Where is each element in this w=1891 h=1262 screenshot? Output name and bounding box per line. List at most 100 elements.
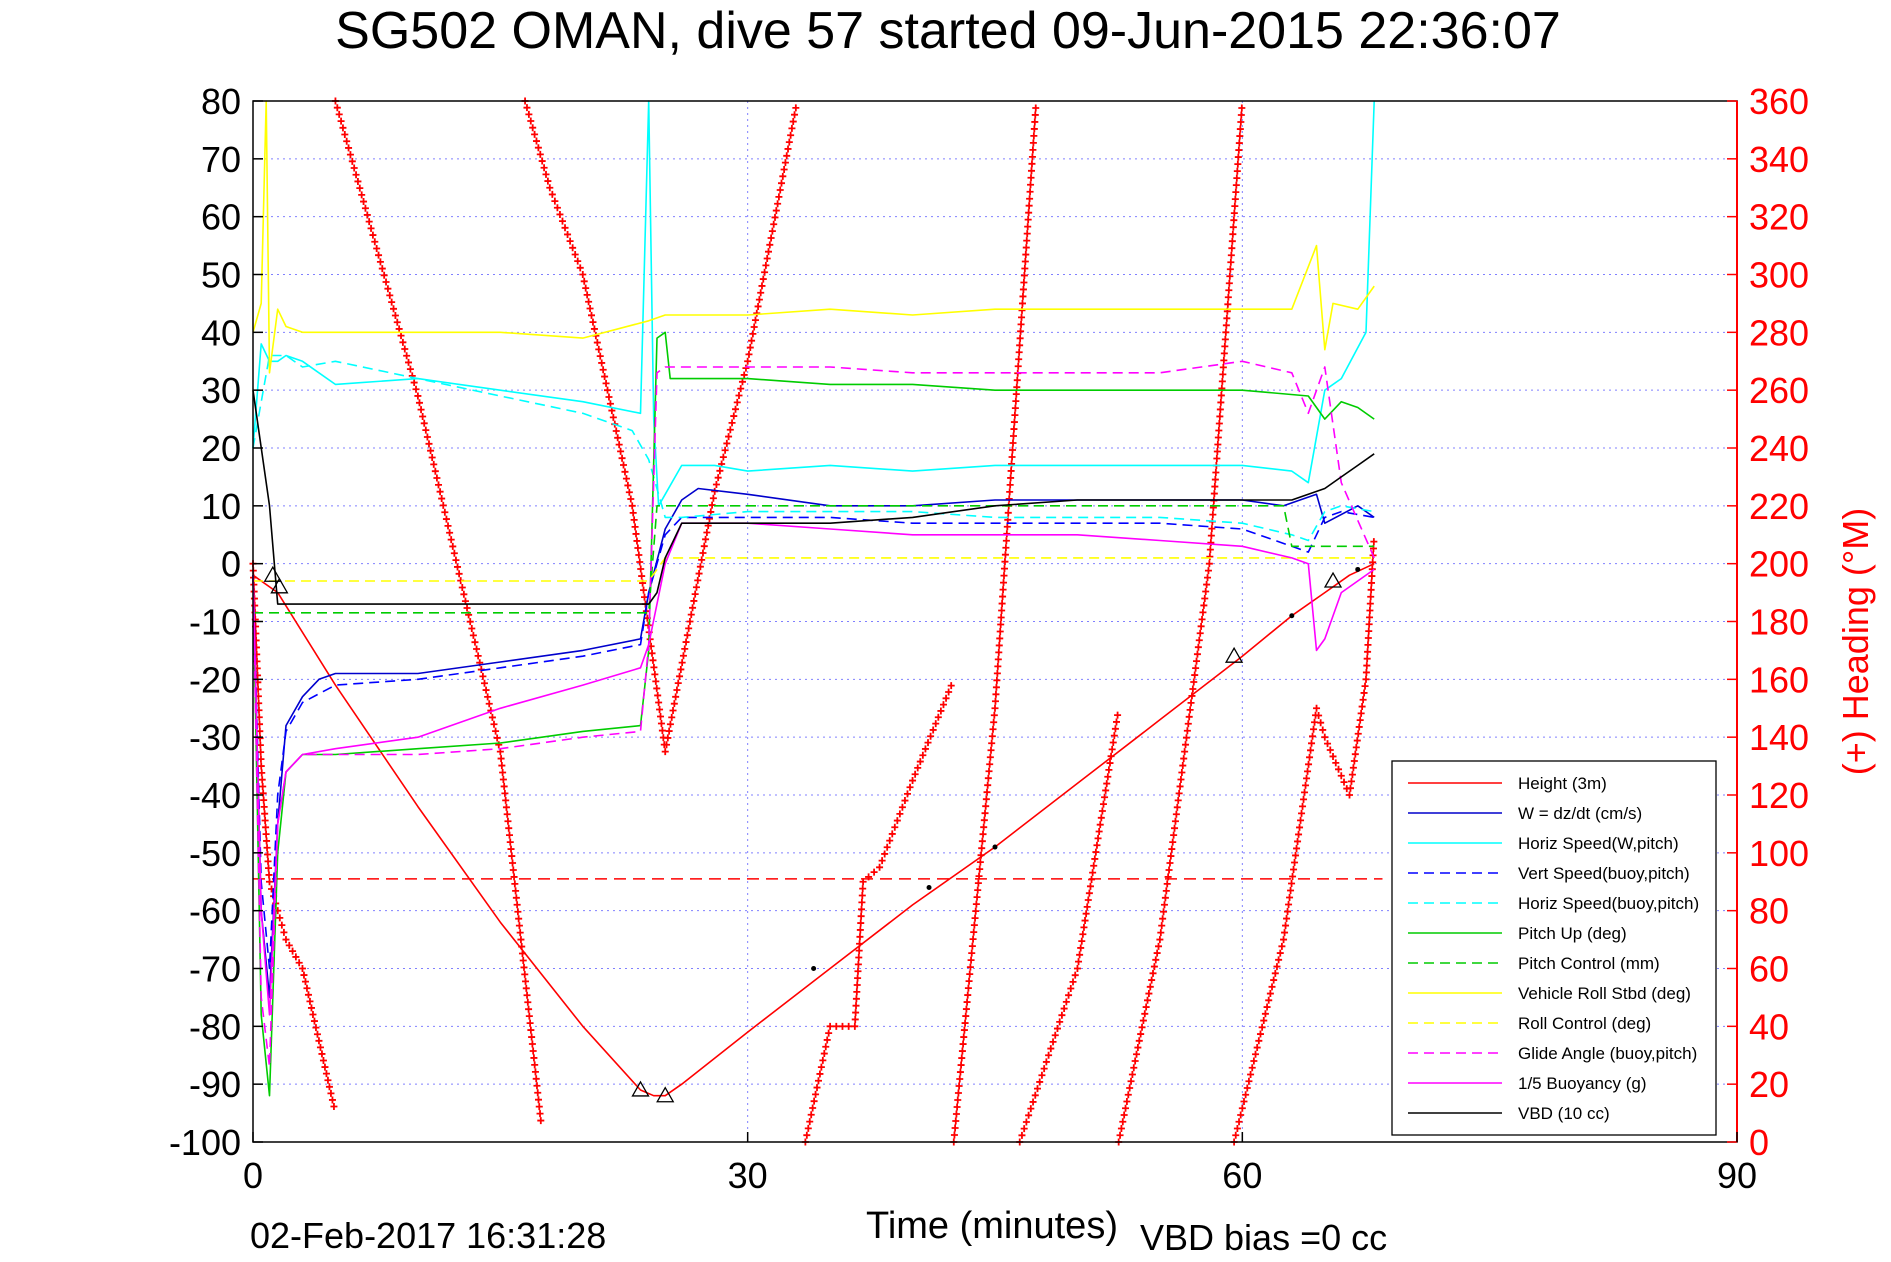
- heading-point: [1197, 622, 1205, 630]
- heading-point: [1095, 828, 1103, 836]
- heading-point: [1097, 814, 1105, 822]
- heading-point: [1075, 958, 1083, 966]
- heading-point: [1042, 1058, 1050, 1066]
- heading-point: [1360, 689, 1368, 697]
- heading-point: [1193, 650, 1201, 658]
- heading-point: [447, 536, 455, 544]
- heading-point: [1178, 769, 1186, 777]
- heading-point: [1005, 495, 1013, 503]
- heading-point: [1146, 983, 1154, 991]
- heading-point: [438, 495, 446, 503]
- heading-point: [485, 700, 493, 708]
- heading-point: [1130, 1064, 1138, 1072]
- heading-point: [655, 698, 663, 706]
- heading-point: [995, 641, 1003, 649]
- heading-point: [523, 104, 531, 112]
- heading-point: [471, 638, 479, 646]
- heading-point: [386, 291, 394, 299]
- heading-point: [523, 991, 531, 999]
- heading-point: [1102, 786, 1110, 794]
- heading-point: [617, 447, 625, 455]
- heading-point: [1227, 251, 1235, 259]
- heading-point: [300, 971, 308, 979]
- heading-point: [746, 344, 754, 352]
- heading-point: [1153, 949, 1161, 957]
- heading-point: [1211, 476, 1219, 484]
- heading-point: [636, 558, 644, 566]
- heading-point: [983, 788, 991, 796]
- heading-point: [601, 373, 609, 381]
- heading-point: [390, 305, 398, 313]
- heading-point: [505, 831, 513, 839]
- heading-point: [854, 960, 862, 968]
- heading-point: [640, 593, 648, 601]
- heading-point: [454, 563, 462, 571]
- heading-point: [1216, 405, 1224, 413]
- heading-point: [1295, 830, 1303, 838]
- heading-point: [403, 352, 411, 360]
- heading-point: [1302, 781, 1310, 789]
- heading-point: [525, 1005, 533, 1013]
- heading-series-layer: [249, 97, 1378, 1146]
- heading-point: [1266, 990, 1274, 998]
- heading-point: [501, 789, 509, 797]
- right-tick-label: 160: [1749, 659, 1809, 700]
- y-tick-label: 70: [201, 139, 241, 180]
- heading-point: [1195, 636, 1203, 644]
- heading-point: [1152, 956, 1160, 964]
- heading-point: [762, 261, 770, 269]
- heading-point: [981, 809, 989, 817]
- heading-point: [1357, 709, 1365, 717]
- heading-point: [657, 720, 665, 728]
- heading-point: [1194, 643, 1202, 651]
- heading-point: [1110, 732, 1118, 740]
- series-line: [252, 360, 1375, 1068]
- right-tick-label: 0: [1749, 1122, 1769, 1163]
- heading-point: [1203, 581, 1211, 589]
- heading-point: [878, 857, 886, 865]
- heading-point: [553, 204, 561, 212]
- heading-point: [676, 672, 684, 680]
- heading-point: [1018, 306, 1026, 314]
- heading-point: [934, 713, 942, 721]
- heading-point: [282, 936, 290, 944]
- legend-label: Horiz Speed(W,pitch): [1518, 834, 1679, 853]
- heading-point: [1231, 195, 1239, 203]
- heading-point: [985, 767, 993, 775]
- heading-point: [1349, 764, 1357, 772]
- heading-point: [812, 1090, 820, 1098]
- heading-point: [1135, 1037, 1143, 1045]
- triangle-marker: [270, 577, 289, 594]
- heading-point: [1051, 1031, 1059, 1039]
- heading-point: [615, 441, 623, 449]
- heading-point: [528, 1040, 536, 1048]
- heading-point: [535, 1103, 543, 1111]
- heading-point: [988, 739, 996, 747]
- heading-point: [622, 475, 630, 483]
- heading-point: [1273, 963, 1281, 971]
- chart-title: SG502 OMAN, dive 57 started 09-Jun-2015 …: [335, 2, 1561, 60]
- heading-point: [1288, 880, 1296, 888]
- heading-point: [1056, 1018, 1064, 1026]
- heading-point: [991, 697, 999, 705]
- heading-point: [280, 928, 288, 936]
- heading-point: [395, 325, 403, 333]
- heading-point: [1291, 858, 1299, 866]
- heading-point: [1238, 104, 1246, 112]
- heading-point: [980, 823, 988, 831]
- y-tick-label: -30: [189, 717, 241, 758]
- heading-point: [420, 419, 428, 427]
- heading-point: [696, 563, 704, 571]
- heading-point: [595, 345, 603, 353]
- legend-label: Height (3m): [1518, 774, 1607, 793]
- heading-point: [1173, 803, 1181, 811]
- heading-point: [853, 988, 861, 996]
- heading-point: [992, 690, 1000, 698]
- heading-point: [1364, 641, 1372, 649]
- heading-point: [1326, 746, 1334, 754]
- heading-point: [1233, 174, 1241, 182]
- legend-label: Vert Speed(buoy,pitch): [1518, 864, 1690, 883]
- heading-point: [1000, 572, 1008, 580]
- heading-point: [1319, 726, 1327, 734]
- heading-point: [1304, 767, 1312, 775]
